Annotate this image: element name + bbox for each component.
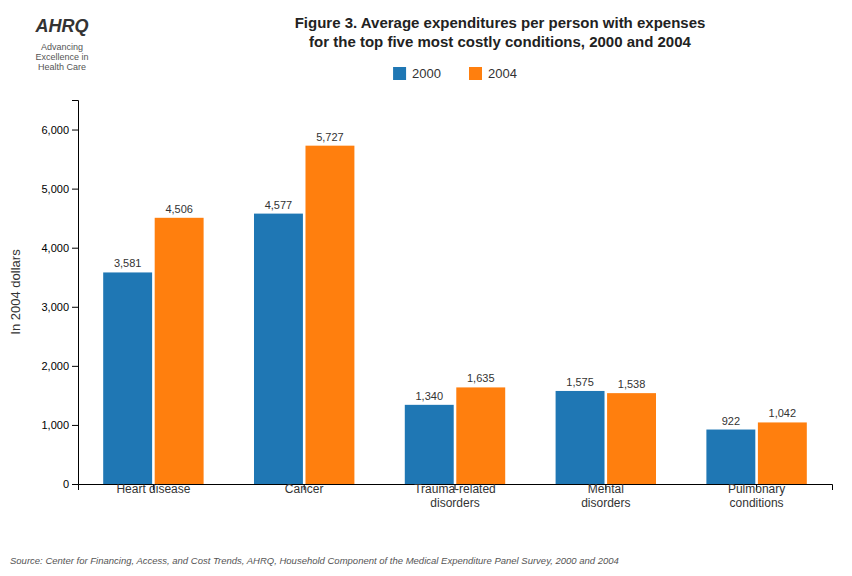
y-tick-mark bbox=[72, 484, 78, 485]
logo-title: AHRQ bbox=[35, 16, 89, 36]
x-axis: Heart diseaseCancerTrauma-relateddisorde… bbox=[79, 482, 833, 510]
data-label: 1,575 bbox=[566, 376, 594, 388]
chart-title: Figure 3. Average expenditures per perso… bbox=[295, 14, 706, 50]
data-label: 5,727 bbox=[316, 131, 344, 143]
y-tick-label: 3,000 bbox=[41, 301, 69, 313]
x-tick: Cancer bbox=[285, 482, 324, 496]
text-line: Trauma-related bbox=[414, 482, 496, 496]
bar bbox=[155, 218, 204, 484]
y-tick: 2,000 bbox=[41, 360, 78, 372]
y-tick-label: 6,000 bbox=[41, 124, 69, 136]
y-tick-label: 1,000 bbox=[41, 419, 69, 431]
y-tick-mark bbox=[72, 366, 78, 367]
y-tick: 5,000 bbox=[41, 183, 78, 195]
y-tick-label: 4,000 bbox=[41, 242, 69, 254]
plot: 0 1,000 2,000 3,000 4,000 5,000 6,000 Heart dis… bbox=[41, 101, 832, 511]
text-line: Heart disease bbox=[116, 482, 190, 496]
y-tick: 3,000 bbox=[41, 301, 78, 313]
text-line: Figure 3. Average expenditures per perso… bbox=[295, 14, 706, 31]
y-axis: 0 1,000 2,000 3,000 4,000 5,000 6,000 bbox=[41, 101, 78, 491]
legend-label: 2000 bbox=[412, 66, 441, 81]
x-tick-label: Heart disease bbox=[116, 482, 190, 496]
chart-svg: AHRQ AdvancingExcellence inHealth Care Sou… bbox=[0, 0, 852, 576]
chart-container: AHRQ AdvancingExcellence inHealth Care Sou… bbox=[0, 0, 852, 576]
text-line: Cancer bbox=[285, 482, 324, 496]
x-tick: Heart disease bbox=[116, 482, 190, 496]
text-line: Advancing bbox=[41, 42, 83, 52]
x-tick: Mentaldisorders bbox=[581, 482, 630, 510]
data-label: 1,042 bbox=[769, 407, 797, 419]
bar bbox=[758, 422, 807, 484]
legend-item: 2004 bbox=[469, 66, 517, 81]
data-label: 1,635 bbox=[467, 372, 495, 384]
text-line: Mental bbox=[588, 482, 624, 496]
x-tick-label: Pulmonaryconditions bbox=[728, 482, 785, 510]
text-line: Pulmonary bbox=[728, 482, 785, 496]
text-line: disorders bbox=[430, 496, 479, 510]
source-note: Source: Center for Financing, Access, an… bbox=[10, 555, 619, 566]
bar bbox=[103, 272, 152, 484]
y-tick: 0 bbox=[63, 478, 78, 490]
data-label: 4,506 bbox=[165, 203, 193, 215]
logo-subtitle: AdvancingExcellence inHealth Care bbox=[35, 42, 88, 72]
data-label: 1,538 bbox=[618, 378, 646, 390]
bar bbox=[305, 146, 354, 484]
y-tick: 1,000 bbox=[41, 419, 78, 431]
legend: 2000 2004 bbox=[393, 66, 517, 81]
y-tick: 4,000 bbox=[41, 242, 78, 254]
y-axis-title: In 2004 dollars bbox=[8, 249, 23, 335]
y-tick-mark bbox=[72, 189, 78, 190]
legend-item: 2000 bbox=[393, 66, 441, 81]
text-line: Health Care bbox=[38, 62, 86, 72]
y-tick-label: 2,000 bbox=[41, 360, 69, 372]
bars bbox=[103, 146, 807, 484]
y-tick-mark bbox=[72, 248, 78, 249]
y-tick-label: 5,000 bbox=[41, 183, 69, 195]
data-label: 922 bbox=[722, 415, 740, 427]
text-line: for the top five most costly conditions,… bbox=[309, 33, 691, 50]
bar bbox=[456, 387, 505, 484]
text-line: Excellence in bbox=[35, 52, 88, 62]
x-tick-label: Cancer bbox=[285, 482, 324, 496]
text-line: conditions bbox=[730, 496, 784, 510]
x-tick-label: Trauma-relateddisorders bbox=[414, 482, 496, 510]
data-label: 4,577 bbox=[265, 199, 293, 211]
legend-swatch bbox=[393, 67, 406, 80]
bar bbox=[706, 430, 755, 484]
text-line: disorders bbox=[581, 496, 630, 510]
x-tick: Pulmonaryconditions bbox=[728, 482, 785, 510]
data-labels: 3,581 4,577 1,340 1,575 922 4,506 5,727 1,635 1,… bbox=[114, 131, 796, 427]
bar bbox=[556, 391, 605, 484]
bar bbox=[607, 393, 656, 484]
data-label: 1,340 bbox=[415, 390, 443, 402]
y-axis-line bbox=[72, 101, 79, 485]
y-tick-mark bbox=[72, 130, 78, 131]
y-tick-mark bbox=[72, 307, 78, 308]
y-tick-label: 0 bbox=[63, 478, 69, 490]
y-tick: 6,000 bbox=[41, 124, 78, 136]
x-tick: Trauma-relateddisorders bbox=[414, 482, 496, 510]
legend-swatch bbox=[469, 67, 482, 80]
x-tick-label: Mentaldisorders bbox=[581, 482, 630, 510]
legend-label: 2004 bbox=[488, 66, 517, 81]
y-tick-mark bbox=[72, 425, 78, 426]
data-label: 3,581 bbox=[114, 257, 142, 269]
bar bbox=[254, 214, 303, 484]
bar bbox=[405, 405, 454, 484]
